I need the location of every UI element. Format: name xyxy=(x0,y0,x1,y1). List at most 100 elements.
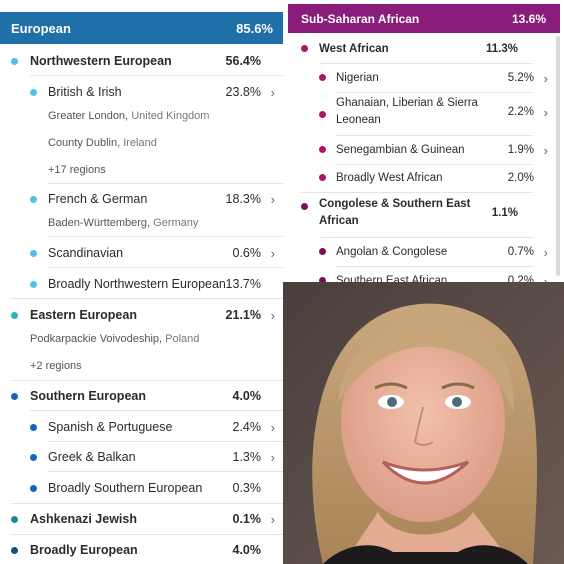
european-header-label: European xyxy=(11,20,71,36)
region-dot xyxy=(11,516,18,523)
region-ashkenazi-jewish[interactable]: Ashkenazi Jewish 0.1% › xyxy=(0,510,283,528)
region-british-irish[interactable]: British & Irish 23.8% › xyxy=(0,83,283,101)
chevron-right-icon: › xyxy=(270,419,275,435)
divider xyxy=(48,441,283,442)
sub-region: County Dublin, Ireland xyxy=(48,137,157,149)
region-dot xyxy=(30,196,37,203)
divider xyxy=(11,503,283,504)
region-spanish-portuguese[interactable]: Spanish & Portuguese 2.4% › xyxy=(0,418,283,436)
divider xyxy=(336,135,533,136)
region-pct: 18.3% xyxy=(225,192,261,206)
region-pct: 11.3% xyxy=(486,43,518,55)
divider xyxy=(301,192,533,193)
more-regions-link[interactable]: +17 regions xyxy=(48,164,106,176)
region-pct: 1.9% xyxy=(507,144,534,156)
region-dot xyxy=(30,454,37,461)
region-dot xyxy=(319,111,326,118)
chevron-right-icon: › xyxy=(270,449,275,465)
chevron-right-icon: › xyxy=(543,244,548,260)
region-northwestern-european[interactable]: Northwestern European 56.4% xyxy=(0,52,283,70)
region-pct: 56.4% xyxy=(225,54,261,68)
region-dot xyxy=(30,250,37,257)
region-dot xyxy=(11,547,18,554)
region-broadly-southern: Broadly Southern European 0.3% xyxy=(0,479,283,497)
region-nigerian[interactable]: Nigerian 5.2% › xyxy=(288,69,564,87)
region-pct: 0.2% xyxy=(507,275,534,284)
region-label: Nigerian xyxy=(336,72,379,84)
region-label-line2: African xyxy=(319,215,359,227)
more-regions-link[interactable]: +2 regions xyxy=(30,360,82,372)
region-pct: 0.3% xyxy=(232,481,262,495)
region-ghanaian-liberian[interactable]: Ghanaian, Liberian & Sierra Leonean 2.2%… xyxy=(288,97,564,131)
divider xyxy=(11,298,283,299)
european-header-pct: 85.6% xyxy=(236,20,273,36)
sub-region: Greater London, United Kingdom xyxy=(48,110,210,122)
sub-region: Podkarpackie Voivodeship, Poland xyxy=(30,333,200,345)
region-pct: 5.2% xyxy=(507,72,534,84)
region-dot xyxy=(301,45,308,52)
region-southern-east-african[interactable]: Southern East African 0.2% › xyxy=(288,272,564,284)
region-label-line1: Congolese & Southern East xyxy=(319,198,471,210)
region-pct: 0.6% xyxy=(232,246,262,260)
european-header[interactable]: European 85.6% xyxy=(0,12,283,44)
divider xyxy=(48,267,283,268)
region-dot xyxy=(301,203,308,210)
region-pct: 2.0% xyxy=(507,172,534,184)
region-pct: 1.3% xyxy=(232,450,262,464)
region-pct: 23.8% xyxy=(225,85,261,99)
region-southern-european[interactable]: Southern European 4.0% xyxy=(0,387,283,405)
divider xyxy=(319,237,533,238)
region-dot xyxy=(11,58,18,65)
region-pct: 21.1% xyxy=(225,308,261,322)
region-dot xyxy=(319,74,326,81)
divider xyxy=(11,380,283,381)
region-pct: 0.7% xyxy=(507,246,534,258)
region-label: British & Irish xyxy=(48,85,122,99)
region-label: Broadly European xyxy=(30,543,138,557)
region-dot xyxy=(319,146,326,153)
region-broadly-northwestern: Broadly Northwestern European 13.7% xyxy=(0,275,283,293)
region-label: Scandinavian xyxy=(48,246,124,260)
region-dot xyxy=(319,277,326,284)
region-eastern-european[interactable]: Eastern European 21.1% › xyxy=(0,306,283,324)
region-pct: 2.4% xyxy=(232,420,262,434)
region-dot xyxy=(11,393,18,400)
sub-saharan-header-label: Sub-Saharan African xyxy=(301,11,420,26)
region-dot xyxy=(11,312,18,319)
sub-saharan-header[interactable]: Sub-Saharan African 13.6% xyxy=(288,4,560,33)
region-dot xyxy=(319,248,326,255)
region-pct: 2.2% xyxy=(507,106,534,118)
region-label: Senegambian & Guinean xyxy=(336,144,465,156)
chevron-right-icon: › xyxy=(270,245,275,261)
region-broadly-west-african: Broadly West African 2.0% xyxy=(288,169,564,187)
region-pct: 1.1% xyxy=(491,207,518,219)
region-french-german[interactable]: French & German 18.3% › xyxy=(0,190,283,208)
region-label: Southern East African xyxy=(336,275,448,284)
scrollbar[interactable] xyxy=(556,36,560,276)
divider xyxy=(11,534,283,535)
region-dot xyxy=(30,89,37,96)
region-scandinavian[interactable]: Scandinavian 0.6% › xyxy=(0,244,283,262)
region-congolese-southern-east[interactable]: Congolese & Southern East African 1.1% xyxy=(288,198,564,232)
chevron-right-icon: › xyxy=(543,142,548,158)
region-label: Greek & Balkan xyxy=(48,450,136,464)
region-angolan-congolese[interactable]: Angolan & Congolese 0.7% › xyxy=(288,243,564,261)
region-senegambian-guinean[interactable]: Senegambian & Guinean 1.9% › xyxy=(288,141,564,159)
region-pct: 0.1% xyxy=(232,512,262,526)
region-pct: 4.0% xyxy=(232,389,262,403)
sub-saharan-header-pct: 13.6% xyxy=(511,11,546,26)
sub-region: Baden-Württemberg, Germany xyxy=(48,217,199,229)
region-label: Southern European xyxy=(30,389,146,403)
european-panel: European 85.6% Northwestern European 56.… xyxy=(0,12,283,557)
sub-saharan-panel: Sub-Saharan African 13.6% West African 1… xyxy=(288,0,564,284)
divider xyxy=(336,266,533,267)
region-greek-balkan[interactable]: Greek & Balkan 1.3% › xyxy=(0,448,283,466)
chevron-right-icon: › xyxy=(270,191,275,207)
region-label: Eastern European xyxy=(30,308,137,322)
region-label: French & German xyxy=(48,192,148,206)
chevron-right-icon: › xyxy=(543,105,548,120)
profile-photo xyxy=(283,282,564,564)
region-label: Spanish & Portuguese xyxy=(48,420,173,434)
divider xyxy=(48,236,283,237)
region-west-african[interactable]: West African 11.3% xyxy=(288,40,564,58)
